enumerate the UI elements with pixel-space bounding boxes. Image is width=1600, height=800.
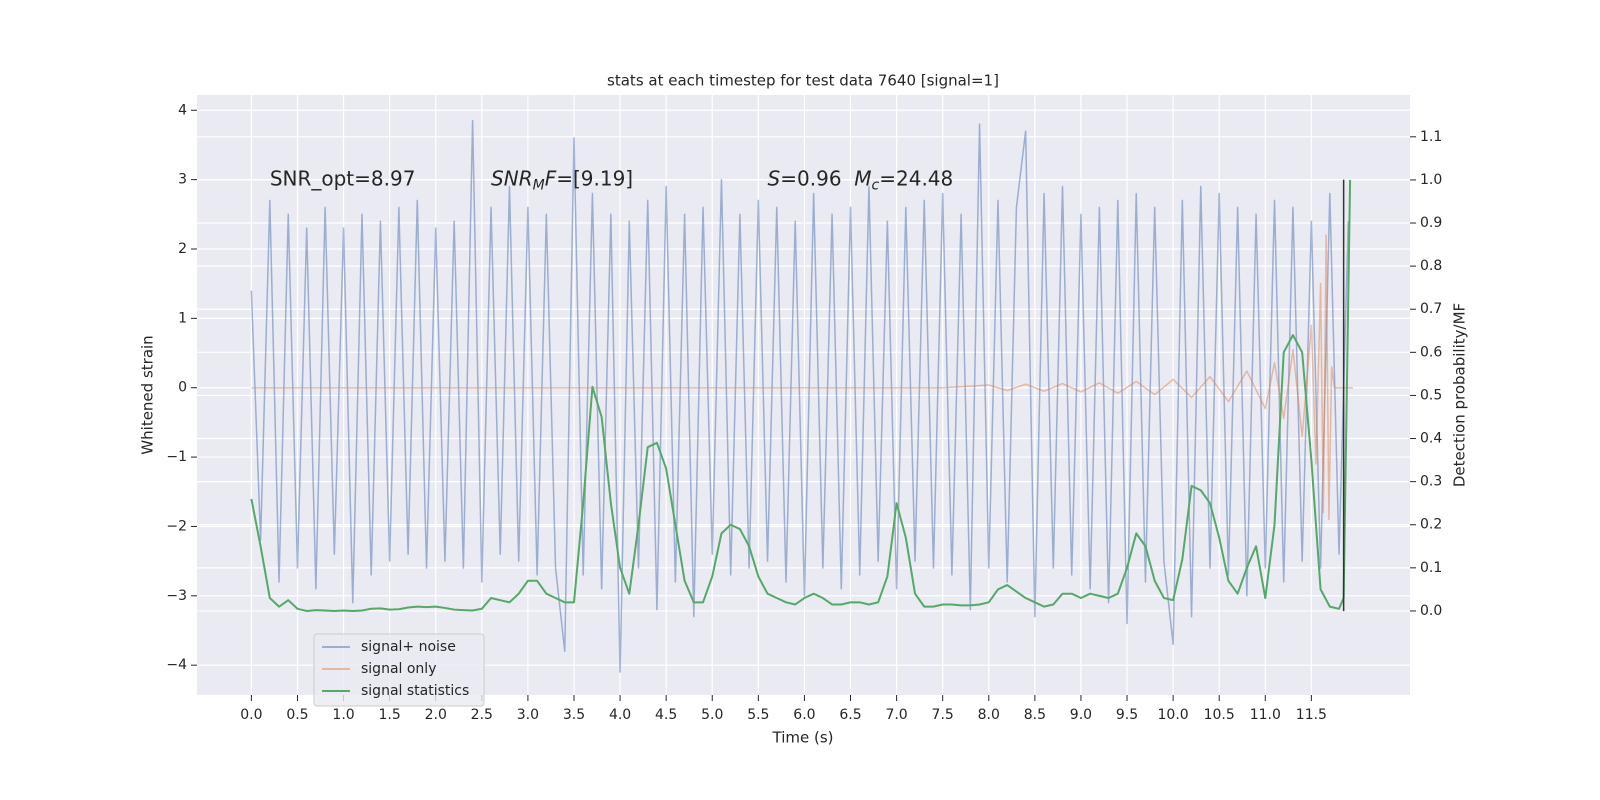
y-tick-label: −1 xyxy=(166,449,187,465)
annotation-part: F xyxy=(545,166,557,190)
x-tick-label: 2.0 xyxy=(425,707,447,723)
y-tick-label: 1 xyxy=(178,310,187,326)
y2-tick-label: 0.8 xyxy=(1420,258,1442,274)
legend-label: signal statistics xyxy=(361,683,469,699)
x-tick-label: 2.5 xyxy=(471,707,493,723)
series-line xyxy=(250,119,1349,673)
y-tick-label: 2 xyxy=(178,241,187,257)
annotation: SNRMF=[9.19] xyxy=(491,166,633,194)
x-axis-label: Time (s) xyxy=(772,729,834,747)
x-tick-label: 9.5 xyxy=(1116,707,1138,723)
x-tick-label: 3.0 xyxy=(517,707,539,723)
annotation-part: =[9.19] xyxy=(556,166,633,190)
y2-tick-label: 0.4 xyxy=(1420,431,1442,447)
chart-title: stats at each timestep for test data 764… xyxy=(607,72,999,90)
annotation-part: SNR xyxy=(491,166,533,190)
x-tick-label: 11.0 xyxy=(1250,707,1281,723)
y2-tick-label: 1.1 xyxy=(1420,129,1442,145)
x-tick-label: 6.0 xyxy=(793,707,815,723)
annotation-part: =24.48 xyxy=(879,166,953,190)
x-tick-label: 0.0 xyxy=(240,707,262,723)
x-tick-label: 4.0 xyxy=(609,707,631,723)
x-tick-label: 5.0 xyxy=(701,707,723,723)
x-tick-label: 5.5 xyxy=(747,707,769,723)
annotation: S=0.96 Mc=24.48 xyxy=(768,166,954,194)
y2-tick-label: 0.3 xyxy=(1420,474,1442,490)
y2-tick-label: 1.0 xyxy=(1420,172,1442,188)
x-tick-label: 0.5 xyxy=(286,707,308,723)
y-tick-label: 4 xyxy=(178,102,187,118)
annotation-part: M xyxy=(533,178,545,194)
y-axis-label: Whitened strain xyxy=(139,335,157,454)
series-line xyxy=(250,179,1352,612)
y-tick-label: −3 xyxy=(166,588,187,604)
x-tick-label: 8.0 xyxy=(978,707,1000,723)
y2-tick-label: 0.6 xyxy=(1420,344,1442,360)
annotation-part: c xyxy=(872,178,880,194)
x-tick-label: 4.5 xyxy=(655,707,677,723)
x-tick-label: 10.0 xyxy=(1158,707,1189,723)
annotation-part: SNR_opt=8.97 xyxy=(270,166,416,190)
annotation-part: S xyxy=(768,166,781,190)
series-line xyxy=(251,234,1353,521)
y-tick-label: −2 xyxy=(166,518,187,534)
x-tick-label: 7.0 xyxy=(885,707,907,723)
y2-tick-label: 0.2 xyxy=(1420,517,1442,533)
legend: signal+ noise signal only signal statistic… xyxy=(313,633,485,707)
x-tick-label: 8.5 xyxy=(1024,707,1046,723)
y2-tick-label: 0.7 xyxy=(1420,301,1442,317)
legend-label: signal+ noise xyxy=(361,639,456,655)
x-tick-label: 3.5 xyxy=(563,707,585,723)
legend-box xyxy=(313,633,485,707)
x-tick-label: 1.5 xyxy=(379,707,401,723)
y-tick-label: 3 xyxy=(178,172,187,188)
annotation-part: =0.96 xyxy=(780,166,854,190)
x-tick-label: 9.0 xyxy=(1070,707,1092,723)
annotation-part: M xyxy=(854,166,871,190)
y2-tick-label: 0.0 xyxy=(1420,603,1442,619)
x-tick-label: 10.5 xyxy=(1204,707,1235,723)
annotation: SNR_opt=8.97 xyxy=(270,166,416,190)
y2-axis-label: Detection probability/MF xyxy=(1451,303,1469,487)
y2-tick-label: 0.5 xyxy=(1420,387,1442,403)
legend-label: signal only xyxy=(361,661,436,677)
y-tick-label: −4 xyxy=(166,657,187,673)
y-tick-label: 0 xyxy=(178,380,187,396)
x-tick-label: 11.5 xyxy=(1296,707,1327,723)
x-tick-label: 1.0 xyxy=(332,707,354,723)
y2-tick-label: 0.1 xyxy=(1420,560,1442,576)
y2-tick-label: 0.9 xyxy=(1420,215,1442,231)
x-tick-label: 6.5 xyxy=(839,707,861,723)
x-tick-label: 7.5 xyxy=(932,707,954,723)
